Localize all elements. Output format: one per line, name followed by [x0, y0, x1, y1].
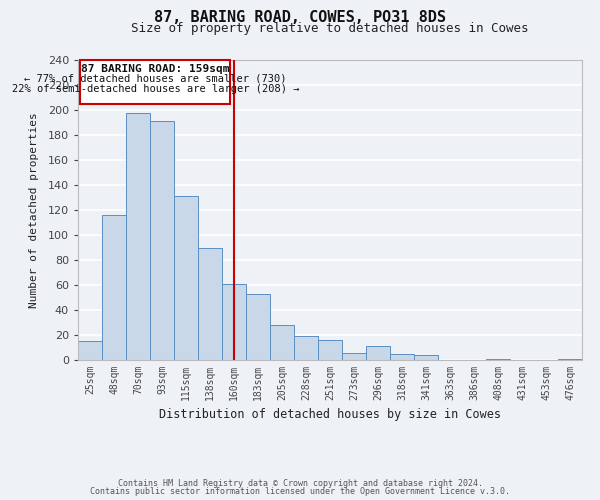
Bar [222, 284, 246, 360]
Y-axis label: Number of detached properties: Number of detached properties [29, 112, 40, 308]
Bar [366, 346, 390, 360]
Title: Size of property relative to detached houses in Cowes: Size of property relative to detached ho… [131, 22, 529, 35]
Bar [126, 112, 150, 360]
Bar [318, 340, 342, 360]
Bar [270, 325, 294, 360]
Bar [558, 359, 582, 360]
Bar [78, 341, 102, 360]
Text: Contains public sector information licensed under the Open Government Licence v.: Contains public sector information licen… [90, 487, 510, 496]
FancyBboxPatch shape [80, 60, 230, 104]
Bar [198, 248, 222, 360]
Text: 87 BARING ROAD: 159sqm: 87 BARING ROAD: 159sqm [81, 64, 230, 74]
Text: 22% of semi-detached houses are larger (208) →: 22% of semi-detached houses are larger (… [11, 84, 299, 94]
Bar [150, 121, 174, 360]
Text: Contains HM Land Registry data © Crown copyright and database right 2024.: Contains HM Land Registry data © Crown c… [118, 478, 482, 488]
Text: ← 77% of detached houses are smaller (730): ← 77% of detached houses are smaller (73… [24, 74, 287, 84]
X-axis label: Distribution of detached houses by size in Cowes: Distribution of detached houses by size … [159, 408, 501, 422]
Text: 87, BARING ROAD, COWES, PO31 8DS: 87, BARING ROAD, COWES, PO31 8DS [154, 10, 446, 25]
Bar [486, 359, 510, 360]
Bar [246, 294, 270, 360]
Bar [174, 196, 198, 360]
Bar [294, 336, 318, 360]
Bar [414, 355, 438, 360]
Bar [390, 354, 414, 360]
Bar [102, 215, 126, 360]
Bar [342, 352, 366, 360]
